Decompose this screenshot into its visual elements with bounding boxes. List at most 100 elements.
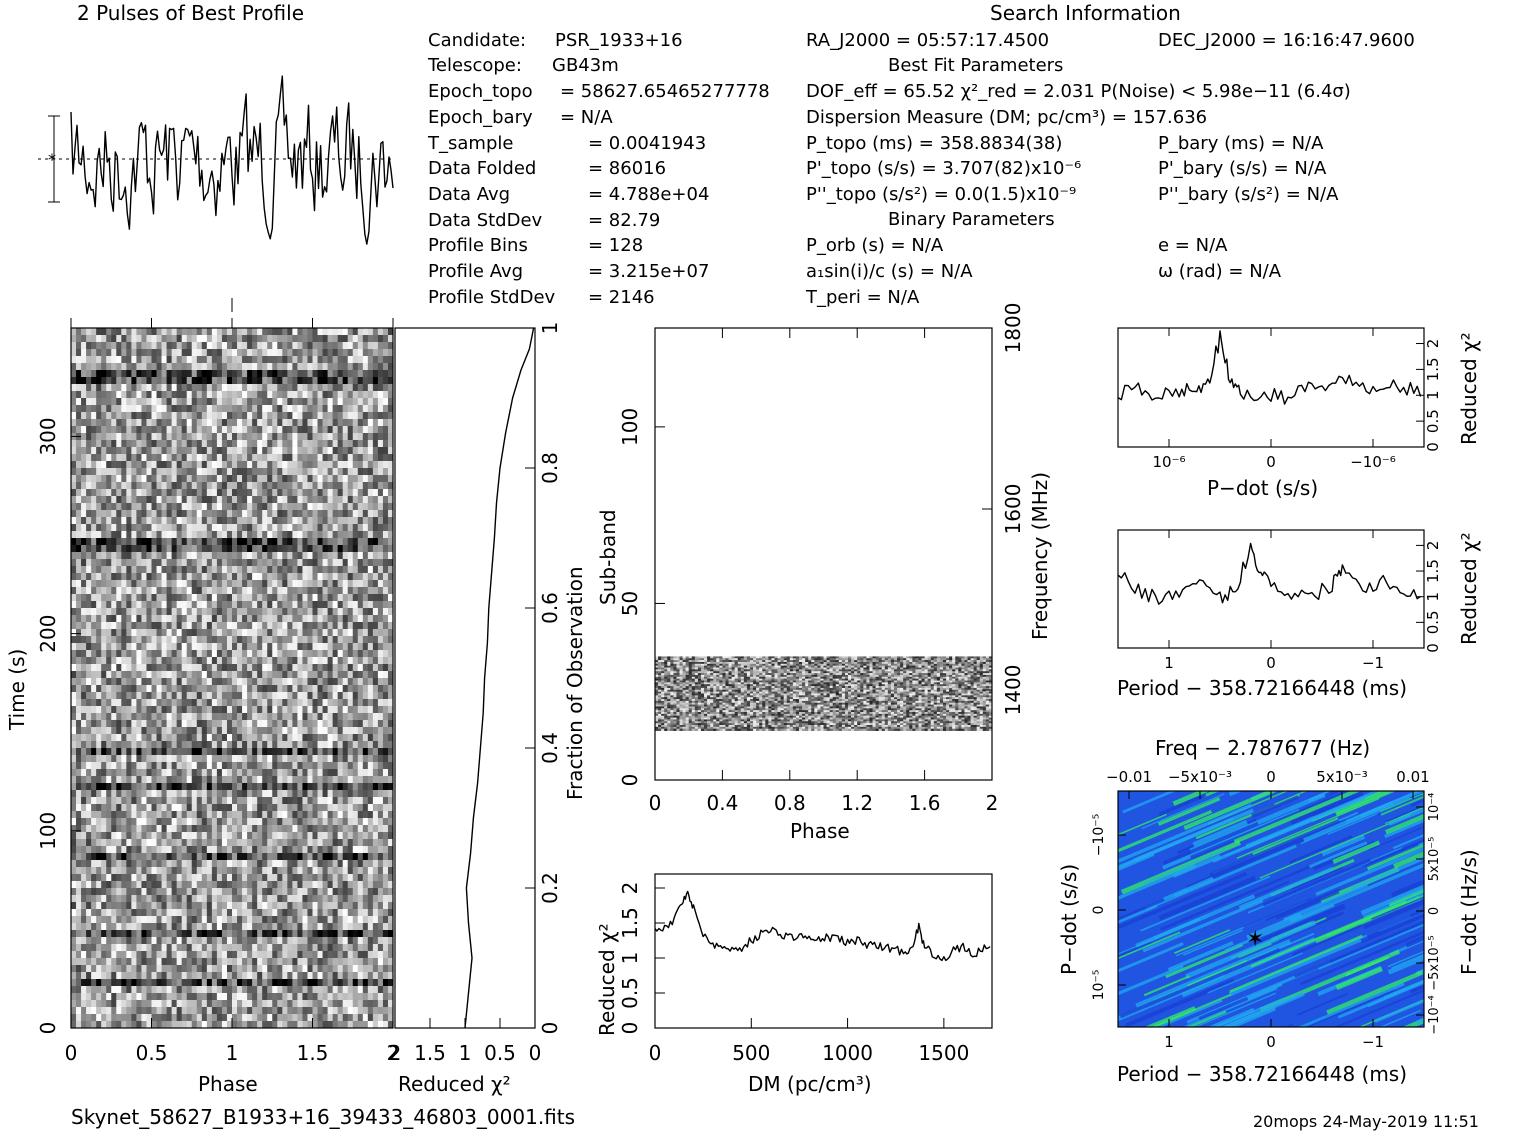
time-phase-xtick: 0 [65,1041,78,1065]
dm-value: Dispersion Measure (DM; pc/cm³) = 157.63… [806,107,1207,128]
period-ytick: 1.5 [1424,559,1442,583]
info-label: Data Avg [428,184,510,205]
info-label: Data StdDev [428,210,543,231]
ppdot-ytick: 0 [1091,906,1107,915]
pdot-ytick: 0 [1424,442,1442,452]
ppdot-x2tick: 0 [1266,768,1276,786]
time-phase-xtick: 0.5 [136,1041,168,1065]
pdot-plot: 10⁻⁶ 0 −10⁻⁶ 0 0.5 1 1.5 2 P−dot (s/s) Reduced … [1117,327,1481,500]
period-xtick: −1 [1362,654,1384,672]
ppdot-x2tick: −5x10⁻³ [1168,768,1232,786]
t-peri-value: T_peri = N/A [805,287,920,308]
dm-ylabel: Reduced χ² [595,923,619,1036]
pdot-ytick: 2 [1424,339,1442,349]
chi2-fraction-series [464,327,535,1029]
dm-xtick: 0 [649,1041,662,1065]
info-label: Epoch_topo [428,81,533,102]
period-series [1117,542,1421,605]
pdot-xtick: 0 [1266,453,1276,471]
omega-value: ω (rad) = N/A [1158,261,1282,282]
chi2-fraction-xtick: 1 [459,1041,472,1065]
footer-stamp: 20mops 24-May-2019 11:51 [1253,1112,1479,1131]
pdot-xtick: −10⁻⁶ [1350,453,1396,471]
info-value: GB43m [552,55,619,76]
profile-plot: * [38,75,394,245]
info-value: = 4.788e+04 [588,184,709,205]
info-label: Profile Bins [428,235,528,256]
info-label: Data Folded [428,158,536,179]
ppdot-ticks: 1 0 −1 −0.01 −5x10⁻³ 0 5x10⁻³ 0.01 10⁻⁵ 0 −10⁻⁵ −10… [1091,768,1442,1051]
ppdot-y2tick: 5x10⁻⁵ [1427,837,1442,882]
pdd-bary-value: P''_bary (s/s²) = N/A [1158,184,1339,205]
chi2-fraction-ytick: 0.2 [538,872,562,904]
info-value: PSR_1933+16 [555,30,683,51]
chi2-fraction-ytick: 1 [538,322,562,335]
dm-xtick: 1000 [822,1041,873,1065]
time-phase-ylabel: Time (s) [5,649,29,731]
chi2-fraction-ytick: 0 [538,1022,562,1035]
dm-ticks: 0 500 1000 1500 0 0.5 1 1.5 2 [618,882,969,1065]
info-left: Candidate: PSR_1933+16 Telescope: GB43m … [427,30,770,308]
pd-topo-value: P'_topo (s/s) = 3.707(82)x10⁻⁶ [806,158,1081,179]
chi2-fraction-xtick: 2 [389,1041,402,1065]
a1sini-value: a₁sin(i)/c (s) = N/A [806,261,973,282]
subband-y2tick: 1800 [1001,303,1025,354]
dm-ytick: 1 [618,952,642,965]
subband-ylabel: Sub-band [596,509,620,605]
pdot-series [1117,330,1422,405]
subband-xtick: 2 [986,791,999,815]
chi2-fraction-ylabel: Fraction of Observation [563,566,587,800]
info-value: = 128 [588,235,643,256]
subband-ytick: 100 [618,408,642,446]
dm-xtick: 500 [732,1041,770,1065]
subband-ytick: 0 [618,774,642,787]
chi2-fraction-ytick: 0.4 [538,732,562,764]
subband-xtick: 1.2 [841,791,873,815]
profile-title: 2 Pulses of Best Profile [77,1,304,25]
p-bary-value: P_bary (ms) = N/A [1158,133,1324,154]
pdot-ticks: 10⁻⁶ 0 −10⁻⁶ 0 0.5 1 1.5 2 [1152,328,1442,471]
subband-ytick: 50 [618,591,642,616]
time-phase-ytick: 200 [36,615,60,653]
dm-ytick: 0 [618,1022,642,1035]
time-phase-xlabel: Phase [198,1072,258,1096]
time-phase-ytick: 0 [36,1022,60,1035]
period-ticks: 1 0 −1 0 0.5 1 1.5 2 [1164,530,1442,672]
info-value: = 58627.65465277778 [560,81,770,102]
svg-text:*: * [48,150,56,169]
info-label: Profile StdDev [428,287,556,308]
info-value: = 2146 [588,287,655,308]
ecc-value: e = N/A [1158,235,1228,256]
info-value: = 86016 [588,158,666,179]
ppdot-x2tick: 0.01 [1396,768,1429,786]
subband-xtick: 0.4 [706,791,738,815]
subband-plot: 0 0.4 0.8 1.2 1.6 2 0 50 100 1400 1600 1800 Phase S… [596,303,1052,843]
ppdot-ylabel: P−dot (s/s) [1057,864,1081,975]
pd-bary-value: P'_bary (s/s) = N/A [1158,158,1327,179]
info-label: Epoch_bary [428,107,533,128]
period-ytick: 1 [1424,592,1442,602]
pdot-ytick: 1 [1424,390,1442,400]
period-ylabel: Reduced χ² [1457,532,1481,645]
ppdot-xtick: 0 [1266,1033,1276,1051]
ppdot-y2tick: −5x10⁻⁵ [1427,935,1442,990]
subband-xtick: 1.6 [909,791,941,815]
dof-value: DOF_eff = 65.52 χ²_red = 2.031 P(Noise) … [806,81,1351,102]
info-label: Profile Avg [428,261,523,282]
info-value: = 3.215e+07 [588,261,709,282]
time-phase-xtick: 1 [226,1041,239,1065]
chi2-fraction-plot: 2 1.5 1 0.5 0 0 0.2 0.4 0.6 0.8 1 Reduced χ² Fract… [389,322,587,1096]
pdot-ytick: 1.5 [1424,357,1442,381]
info-label: T_sample [427,133,513,154]
period-xtick: 0 [1266,654,1276,672]
chi2-fraction-xtick: 1.5 [414,1041,446,1065]
subband-xtick: 0 [649,791,662,815]
info-value: = N/A [560,107,613,128]
dec-value: DEC_J2000 = 16:16:47.9600 [1158,30,1415,51]
time-phase-plot: 0 0.5 1 1.5 2 0 100 200 300 Phase Time (s) [5,298,399,1096]
period-xtick: 1 [1164,654,1174,672]
subband-xlabel: Phase [790,819,850,843]
period-ytick: 2 [1424,541,1442,551]
p-topo-value: P_topo (ms) = 358.8834(38) [806,133,1062,154]
subband-y2label: Frequency (MHz) [1028,472,1052,640]
